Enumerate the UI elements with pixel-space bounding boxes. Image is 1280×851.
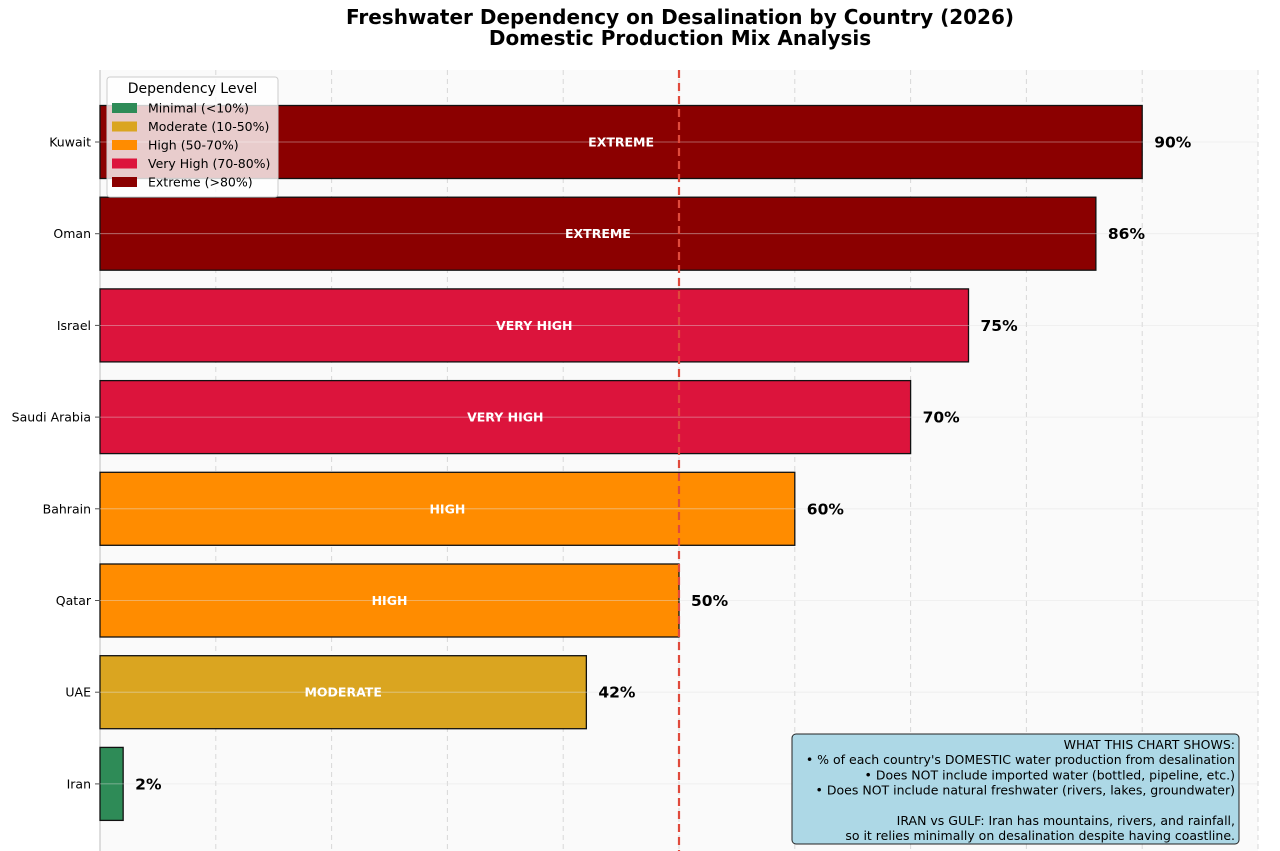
legend-swatch [112,103,137,113]
legend-swatch [112,177,137,187]
y-tick-label: Israel [57,318,91,333]
bar-level-label: VERY HIGH [496,318,572,333]
value-label: 42% [598,684,636,702]
chart-subtitle: Domestic Production Mix Analysis [489,26,871,50]
y-tick-label: Oman [53,226,91,241]
bar-level-label: EXTREME [565,226,631,241]
legend-entry-label: Very High (70-80%) [148,156,270,171]
legend: Dependency Level Minimal (<10%) Moderate (… [106,76,279,198]
bar-level-label: MODERATE [304,685,381,700]
bar-level-label: HIGH [372,593,408,608]
legend-entry-label: Minimal (<10%) [148,101,249,116]
y-tick-label: UAE [65,685,91,700]
value-label: 70% [923,409,961,427]
value-label: 60% [807,500,845,518]
y-tick-label: Iran [67,776,91,791]
annotation-box: WHAT THIS CHART SHOWS:• % of each countr… [791,733,1240,845]
bar-level-label: VERY HIGH [467,410,543,425]
legend-box [106,76,279,198]
legend-swatch [112,121,137,132]
annotation-background [791,733,1240,845]
legend-entry-label: Moderate (10-50%) [148,119,269,134]
legend-swatch [112,158,137,169]
value-label: 86% [1108,225,1146,243]
bar-level-label: HIGH [429,501,465,516]
legend-swatch [112,140,137,150]
annotation-line: • % of each country's DOMESTIC water pro… [806,752,1235,767]
y-tick-label: Bahrain [43,501,91,516]
value-label: 90% [1154,134,1192,152]
annotation-line: • Does NOT include natural freshwater (r… [816,783,1235,798]
annotation-line: • Does NOT include imported water (bottl… [865,767,1235,782]
legend-entry-label: Extreme (>80%) [148,175,253,190]
annotation-line: WHAT THIS CHART SHOWS: [1064,737,1235,752]
bar-level-label: EXTREME [588,135,654,150]
value-label: 2% [135,775,162,793]
y-tick-label: Qatar [56,593,92,608]
annotation-line: so it relies minimally on desalination d… [845,828,1235,843]
y-tick-label: Kuwait [49,135,91,150]
chart-title: Freshwater Dependency on Desalination by… [346,5,1014,29]
annotation-line: IRAN vs GULF: Iran has mountains, rivers… [897,813,1235,828]
legend-entry-label: High (50-70%) [148,138,239,153]
value-label: 50% [691,592,729,610]
y-tick-label: Saudi Arabia [12,410,91,425]
value-label: 75% [981,317,1019,335]
legend-title: Dependency Level [128,81,258,97]
plot-area: Kuwait EXTREME 90% Oman EXTREME 86% Israel VERY… [12,70,1259,851]
